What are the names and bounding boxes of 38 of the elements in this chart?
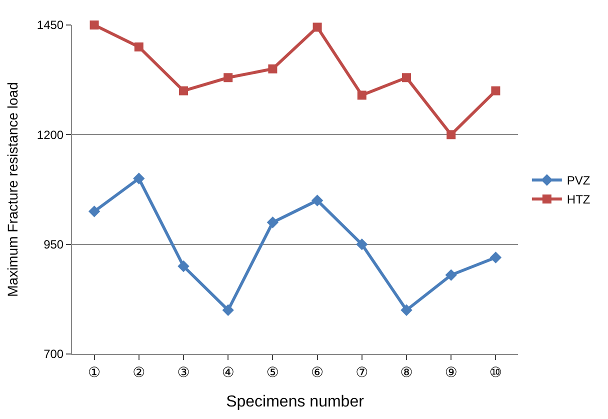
x-tick-label: ⑥	[311, 364, 324, 381]
x-tick-label: ⑨	[444, 364, 458, 381]
point	[134, 42, 144, 52]
point	[311, 194, 324, 206]
x-tick-label: ⑩	[489, 364, 502, 381]
x-axis-title: Specimens number	[226, 394, 365, 410]
x-tick-label: ⑧	[400, 364, 413, 381]
point	[268, 64, 278, 74]
y-tick-label: 1200	[36, 128, 64, 142]
point	[446, 130, 456, 140]
legend-label: HTZ	[566, 192, 590, 207]
point	[224, 73, 233, 82]
point	[90, 20, 99, 30]
x-tick-label: ②	[132, 364, 146, 381]
point	[356, 238, 368, 250]
point	[88, 206, 100, 218]
y-tick-label: 700	[44, 347, 64, 362]
x-tick-label: ③	[177, 364, 190, 381]
point	[400, 304, 412, 316]
point	[312, 22, 322, 32]
x-tick-label: ⑤	[266, 364, 279, 381]
point	[445, 269, 457, 281]
point	[179, 86, 188, 96]
point	[357, 90, 366, 100]
x-tick-label: ④	[222, 364, 234, 381]
point	[491, 86, 500, 96]
y-tick-label: 950	[44, 238, 64, 252]
y-axis-title: Maximum Fracture resistance load	[4, 82, 20, 297]
point	[402, 73, 411, 82]
y-tick-label: 1450	[36, 18, 64, 32]
x-tick-label: ⑦	[356, 364, 368, 381]
legend-label: PVZ	[566, 174, 590, 188]
x-tick-label: ①	[88, 364, 101, 381]
point	[133, 172, 145, 184]
point	[266, 216, 279, 228]
point	[222, 304, 234, 316]
point	[178, 260, 190, 272]
point	[490, 252, 502, 264]
